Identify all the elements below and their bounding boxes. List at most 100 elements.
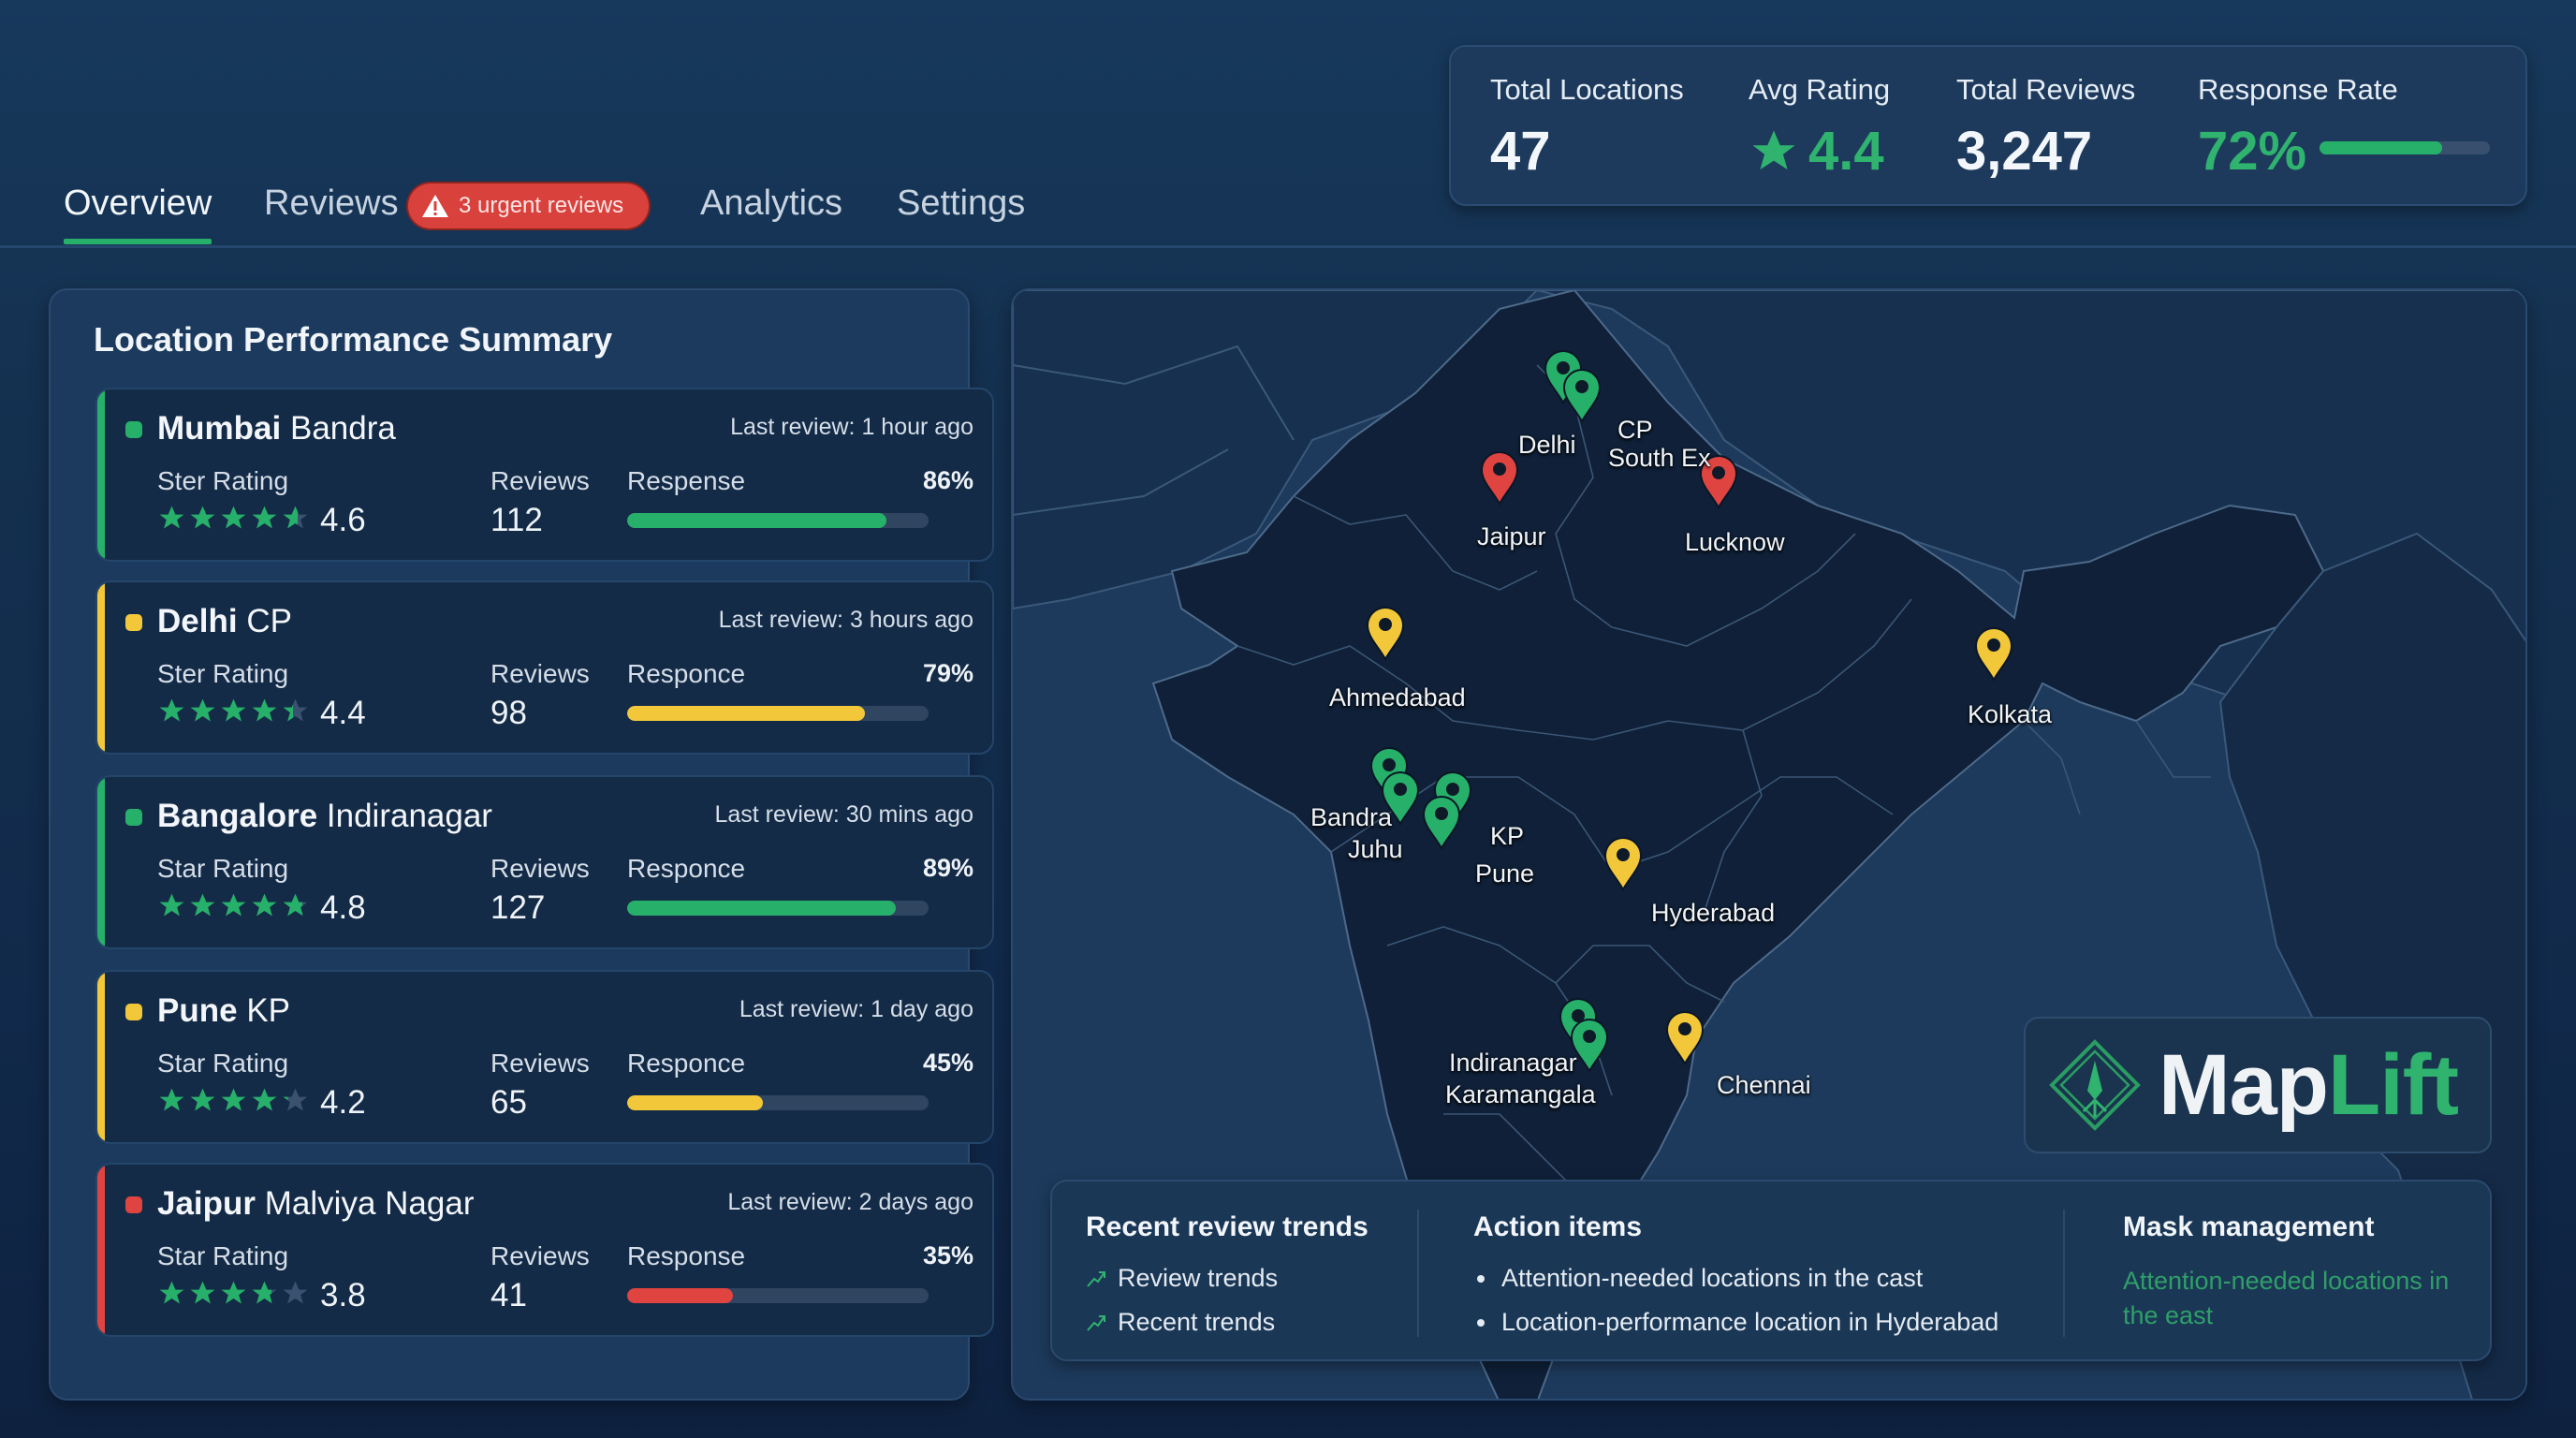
- urgent-reviews-badge[interactable]: 3 urgent reviews: [408, 183, 649, 228]
- star-icon: [283, 506, 308, 529]
- bullet-icon: [1477, 1274, 1485, 1283]
- map-pin-icon[interactable]: [1421, 794, 1462, 851]
- star-icon: [283, 893, 308, 917]
- star-icon: [159, 1281, 184, 1304]
- location-card[interactable]: Bangalore Indiranagar Last review: 30 mi…: [95, 775, 994, 949]
- map-label: Delhi: [1518, 431, 1576, 459]
- star-icon: [283, 1088, 308, 1111]
- map-pin-icon[interactable]: [1432, 770, 1473, 827]
- star-icon: [252, 506, 277, 529]
- action-item-label: Location-performance location in Hyderab…: [1501, 1308, 1999, 1336]
- map-label: Karamangala: [1445, 1080, 1596, 1108]
- map-label: Kolkata: [1968, 700, 2053, 728]
- map-pin-icon[interactable]: [1698, 453, 1739, 510]
- urgent-reviews-label: 3 urgent reviews: [459, 193, 624, 218]
- star-icon: [221, 1281, 246, 1304]
- location-card[interactable]: Pune KP Last review: 1 day ago Star Rati…: [95, 970, 994, 1144]
- location-card[interactable]: Jaipur Malviya Nagar Last review: 2 days…: [95, 1163, 994, 1337]
- map-pin-icon[interactable]: [1973, 625, 2014, 682]
- map-pin-icon[interactable]: [1664, 1009, 1705, 1066]
- map-label: South Ex: [1608, 444, 1711, 472]
- trend-item-label: Review trends: [1118, 1264, 1279, 1292]
- map-label: Juhu: [1348, 835, 1403, 863]
- rating-value: 4.6: [320, 502, 366, 538]
- map-label: Pune: [1475, 859, 1535, 888]
- map-pin-icon[interactable]: [1380, 770, 1421, 827]
- rating-value: 4.4: [320, 695, 366, 731]
- map-panel[interactable]: Delhi CP South Ex Jaipur Lucknow Ahmedabad Kol…: [1011, 288, 2527, 1401]
- stat-value-row: 4.4: [1749, 120, 1890, 183]
- tab-analytics[interactable]: Analytics: [700, 183, 843, 223]
- map-pin-icon[interactable]: [1603, 835, 1644, 892]
- trend-up-icon: [1087, 1270, 1105, 1287]
- response-label: Responce: [627, 659, 746, 688]
- last-review: Last review: 3 hours ago: [718, 607, 973, 633]
- response-bar-fill: [627, 1288, 733, 1303]
- response-bar: [627, 1288, 929, 1303]
- status-dot: [125, 421, 142, 438]
- map-label: Indiranagar: [1449, 1049, 1577, 1077]
- map-label: Lucknow: [1685, 528, 1785, 556]
- star-icon: [159, 1088, 184, 1111]
- response-rate-fill: [2320, 141, 2443, 154]
- trend-item[interactable]: Recent trends: [1086, 1308, 1368, 1337]
- star-icon: [159, 506, 184, 529]
- reviews-label: Reviews: [490, 1241, 590, 1270]
- stat-avg-rating: Avg Rating 4.4: [1749, 73, 1890, 183]
- divider: [1417, 1210, 1419, 1337]
- stat-total-reviews: Total Reviews 3,247: [1956, 73, 2135, 183]
- location-card[interactable]: Delhi CP Last review: 3 hours ago Ster R…: [95, 580, 994, 755]
- rating-label: Star Rating: [157, 1049, 289, 1078]
- response-bar-fill: [627, 901, 896, 916]
- status-stripe: [97, 972, 105, 1142]
- map-pin-icon[interactable]: [1365, 605, 1406, 662]
- response-bar-fill: [627, 1095, 763, 1110]
- map-label: Hyderabad: [1651, 899, 1776, 927]
- tab-settings[interactable]: Settings: [897, 183, 1026, 223]
- logo-lift: Lift: [2328, 1036, 2459, 1133]
- map-pin-icon[interactable]: [1569, 1017, 1610, 1074]
- response-label: Respense: [627, 466, 746, 495]
- trend-item[interactable]: Review trends: [1086, 1264, 1368, 1293]
- star-rating: [157, 504, 310, 533]
- rating-value: 3.8: [320, 1277, 366, 1313]
- status-dot: [125, 809, 142, 826]
- tab-reviews[interactable]: Reviews: [264, 183, 399, 223]
- reviews-count: 41: [490, 1277, 527, 1313]
- rating-label: Ster Rating: [157, 466, 289, 495]
- tab-bar: Overview Reviews 3 urgent reviews Analyt…: [0, 0, 2576, 248]
- reviews-count: 98: [490, 695, 527, 731]
- rating-label: Star Rating: [157, 854, 289, 883]
- location-name: Bangalore Indiranagar: [157, 798, 492, 834]
- map-pin-icon[interactable]: [1561, 367, 1603, 424]
- status-dot: [125, 1004, 142, 1020]
- reviews-count: 65: [490, 1084, 527, 1121]
- trend-up-icon: [1087, 1314, 1105, 1331]
- location-card[interactable]: Mumbai Bandra Last review: 1 hour ago St…: [95, 388, 994, 562]
- star-rating: [157, 697, 310, 726]
- response-percent: 89%: [922, 854, 973, 882]
- star-icon: [252, 698, 277, 722]
- status-dot: [125, 614, 142, 631]
- star-icon: [221, 698, 246, 722]
- trend-item-label: Recent trends: [1118, 1308, 1276, 1336]
- divider: [2063, 1210, 2065, 1337]
- mask-management-link[interactable]: Attention-needed locations in the east: [2123, 1267, 2450, 1329]
- recent-trends-section: Recent review trends Review trends Recen…: [1086, 1211, 1368, 1337]
- stat-response-rate: Response Rate 72%: [2198, 73, 2398, 183]
- star-icon: [283, 1281, 308, 1304]
- action-item[interactable]: Attention-needed locations in the cast: [1473, 1264, 1998, 1293]
- response-bar: [627, 901, 929, 916]
- map-label: Ahmedabad: [1329, 683, 1466, 712]
- action-items-section: Action items Attention-needed locations …: [1473, 1211, 1998, 1337]
- action-item[interactable]: Location-performance location in Hyderab…: [1473, 1308, 1998, 1337]
- response-percent: 45%: [922, 1049, 973, 1077]
- star-icon: [252, 1281, 277, 1304]
- response-label: Responce: [627, 854, 746, 883]
- tab-overview[interactable]: Overview: [64, 183, 212, 223]
- map-pin-icon[interactable]: [1479, 449, 1520, 506]
- location-name: Pune KP: [157, 992, 291, 1029]
- status-stripe: [97, 777, 105, 947]
- last-review: Last review: 1 hour ago: [730, 414, 973, 440]
- star-icon: [283, 698, 308, 722]
